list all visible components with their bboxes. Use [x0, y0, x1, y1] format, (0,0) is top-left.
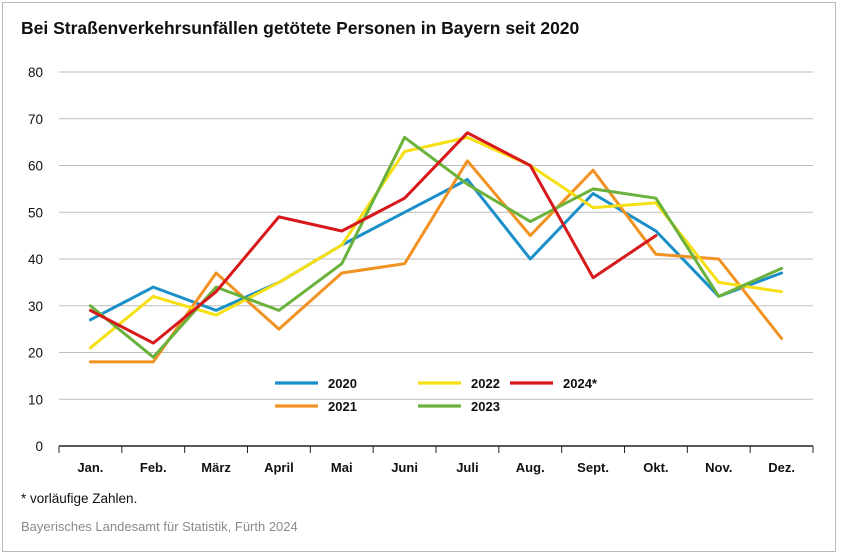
x-tick-label-8: Sept.: [577, 460, 609, 475]
x-tick-label-0: Jan.: [77, 460, 103, 475]
x-tick-label-5: Juni: [391, 460, 418, 475]
legend: 2020 2022 2024* 2021 2023: [275, 376, 598, 414]
legend-label-1: 2021: [328, 399, 357, 414]
y-tick-label-20: 20: [28, 346, 43, 361]
series-line-3: [88, 135, 784, 359]
y-tick-label-80: 80: [28, 65, 43, 80]
y-tick-label-50: 50: [28, 205, 43, 220]
x-tick-label-7: Aug.: [516, 460, 545, 475]
legend-label-0: 2020: [328, 376, 357, 391]
legend-label-2: 2022: [471, 376, 500, 391]
series-line-4: [88, 131, 658, 345]
x-tick-label-9: Okt.: [643, 460, 668, 475]
y-tick-label-30: 30: [28, 299, 43, 314]
legend-label-3: 2023: [471, 399, 500, 414]
series-line-2: [88, 135, 784, 350]
x-axis: Jan. Feb. März April Mai Juni Juli Aug. Sept. Okt…: [58, 445, 814, 475]
y-tick-label-70: 70: [28, 112, 43, 127]
legend-label-4: 2024*: [563, 376, 598, 391]
y-tick-label-0: 0: [35, 439, 43, 454]
series-line-1: [88, 159, 784, 364]
x-tick-label-4: Mai: [331, 460, 353, 475]
y-tick-label-40: 40: [28, 252, 43, 267]
x-tick-label-11: Dez.: [768, 460, 795, 475]
y-tick-label-60: 60: [28, 159, 43, 174]
y-tick-label-10: 10: [28, 392, 43, 407]
series-lines: [88, 131, 784, 364]
chart-frame: [2, 2, 836, 552]
x-tick-label-1: Feb.: [140, 460, 167, 475]
x-tick-label-6: Juli: [456, 460, 478, 475]
source-note: Bayerisches Landesamt für Statistik, Für…: [21, 519, 298, 534]
chart-title: Bei Straßenverkehrsunfällen getötete Per…: [21, 18, 580, 38]
footnote: * vorläufige Zahlen.: [21, 491, 138, 506]
gridlines: [59, 71, 813, 400]
y-axis-ticks: 0 10 20 30 40 50 60 70 80: [28, 65, 43, 454]
series-line-0: [88, 178, 784, 322]
x-tick-label-3: April: [264, 460, 294, 475]
x-tick-label-10: Nov.: [705, 460, 732, 475]
x-tick-label-2: März: [201, 460, 231, 475]
